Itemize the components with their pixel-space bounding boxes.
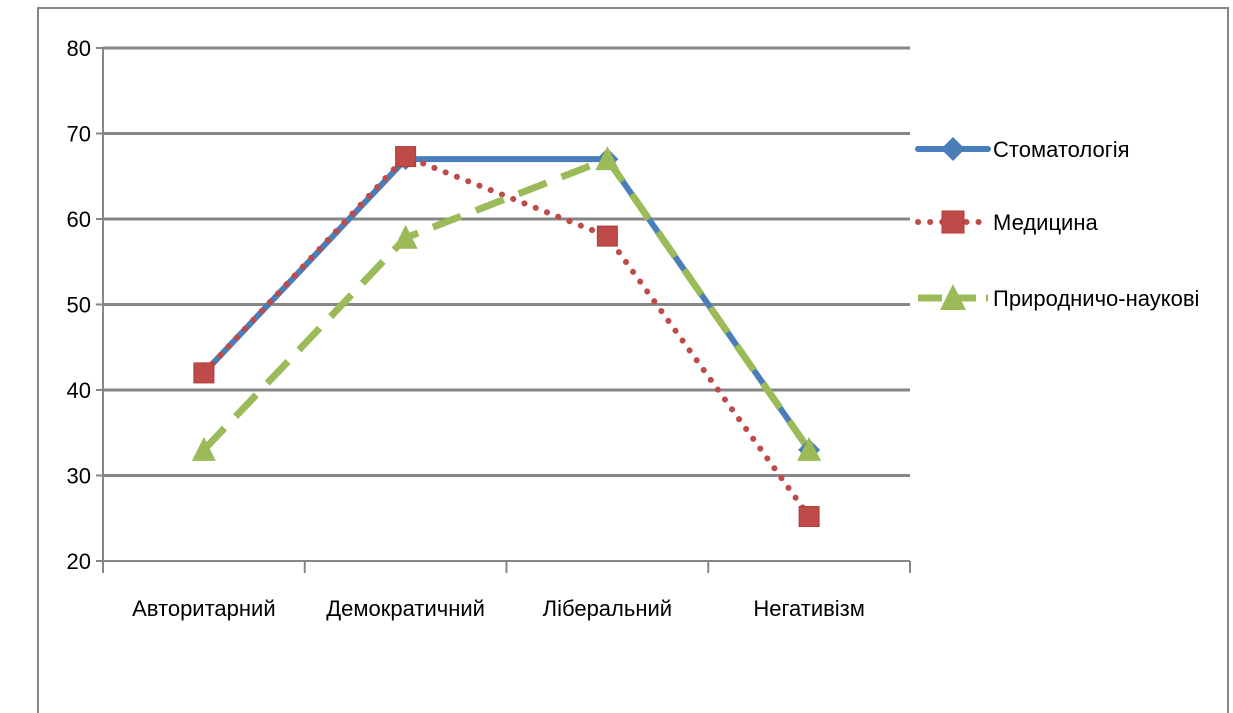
y-tick-label: 50	[67, 293, 91, 318]
x-tick-label: Ліберальний	[543, 596, 672, 621]
legend-label-2: Медицина	[993, 210, 1098, 235]
legend-marker-3	[940, 284, 966, 310]
legend-label-3: Природничо-наукові	[993, 286, 1199, 311]
legend-marker-1	[941, 137, 965, 161]
y-tick-label: 30	[67, 464, 91, 489]
data-point-3-1	[191, 436, 216, 461]
data-point-3-2	[393, 224, 418, 249]
y-tick-label: 20	[67, 549, 91, 574]
data-point-3-4	[797, 436, 822, 461]
axes	[96, 47, 911, 573]
data-point-2-2	[395, 146, 417, 168]
legend-label-1: Стоматологія	[993, 137, 1130, 162]
series-lines	[200, 153, 813, 520]
y-tick-label: 40	[67, 378, 91, 403]
data-point-2-3	[596, 225, 618, 247]
data-point-3-3	[595, 146, 620, 171]
x-tick-label: Демократичний	[326, 596, 485, 621]
legend-marker-2	[941, 210, 965, 234]
series-line-3	[201, 155, 813, 453]
series-line-2	[200, 153, 813, 520]
data-point-2-1	[193, 362, 215, 384]
chart-frame	[37, 7, 1229, 713]
x-axis-category-labels: Авторитарний Демократичний Ліберальний Нега…	[132, 596, 865, 621]
x-tick-label: Негативізм	[753, 596, 865, 621]
x-tick-label: Авторитарний	[132, 596, 276, 621]
y-tick-label: 70	[67, 122, 91, 147]
series-markers	[191, 146, 822, 528]
y-tick-label: 60	[67, 207, 91, 232]
y-tick-label: 80	[67, 36, 91, 61]
data-point-2-4	[798, 506, 820, 528]
y-axis-tick-labels: 20 30 40 50 60 70 80	[67, 36, 91, 574]
legend: Стоматологія Медицина Природничо-наукові	[915, 137, 1199, 311]
gridlines	[103, 46, 910, 477]
